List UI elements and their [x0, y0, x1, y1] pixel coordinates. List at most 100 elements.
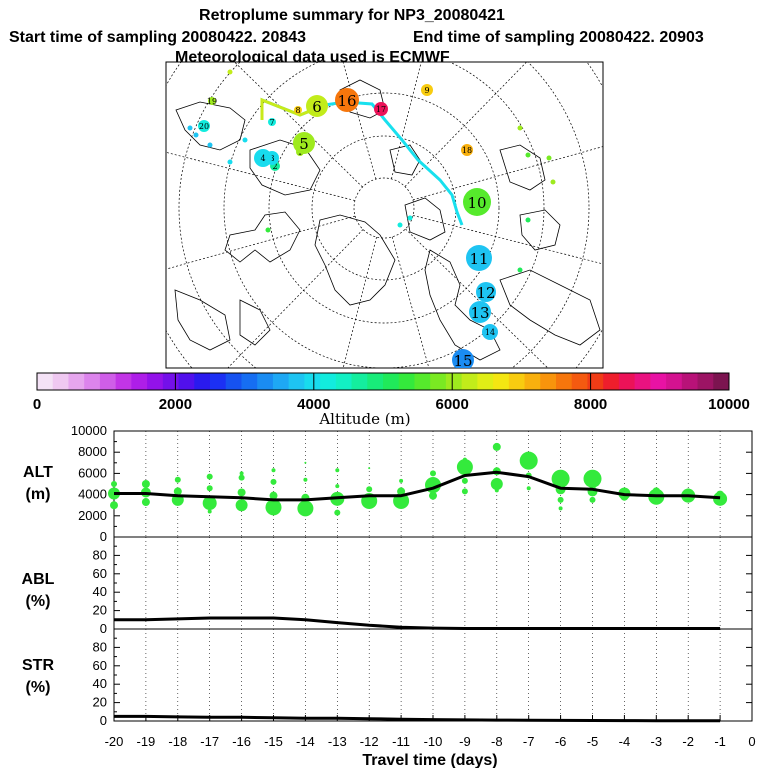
map-coastline	[239, 299, 271, 346]
altitude-cluster-point	[271, 468, 276, 473]
trajectory-day-marker	[198, 120, 210, 132]
colorbar-swatch	[493, 373, 510, 390]
abl-y-tick-label: 40	[93, 584, 107, 599]
colorbar-swatch	[84, 373, 101, 390]
end-time-label: End time of sampling 20080422. 20903	[413, 29, 704, 46]
colorbar-swatch	[162, 373, 180, 390]
colorbar-swatch	[335, 373, 353, 390]
altitude-cluster-point	[589, 496, 596, 503]
abl-panel: 80 60 40 20 0	[93, 536, 753, 636]
colorbar-tick-label: 6000	[436, 396, 469, 413]
abl-y-tick-label: 20	[93, 603, 107, 618]
altitude-cluster-point	[461, 477, 468, 484]
trajectory-day-label: 6	[312, 98, 322, 116]
alt-y-tick-label: 4000	[78, 487, 107, 502]
map-particle-dot	[525, 152, 531, 158]
altitude-cluster-point	[297, 500, 314, 517]
str-label: STR	[22, 657, 54, 674]
altitude-cluster-point	[207, 509, 212, 514]
map-frame	[165, 61, 604, 369]
x-tick-label: -11	[392, 734, 410, 749]
trajectory-day-label: 18	[462, 146, 472, 155]
map-meridian	[234, 62, 363, 188]
alt-unit-label: (m)	[26, 486, 51, 503]
colorbar-swatch	[68, 373, 85, 390]
x-tick-label: -8	[491, 734, 503, 749]
map-particle-dot	[546, 155, 552, 161]
altitude-cluster-point	[685, 488, 692, 495]
alt-y-tick-label: 8000	[78, 444, 107, 459]
altitude-cluster-point	[235, 499, 248, 512]
altitude-cluster-point	[399, 478, 404, 483]
colorbar-swatch	[367, 373, 384, 390]
x-tick-label: -20	[105, 734, 124, 749]
trajectory-day-marker	[294, 106, 302, 114]
colorbar-swatch	[178, 373, 195, 390]
altitude-cluster-point	[304, 461, 307, 464]
x-tick-label: -3	[651, 734, 663, 749]
altitude-cluster-point	[492, 442, 501, 451]
alt-series-line	[114, 470, 721, 502]
map-particle-dot	[227, 159, 233, 165]
trajectory-day-label: 14	[485, 328, 495, 337]
map-coastline	[224, 211, 301, 263]
colorbar-swatch	[414, 373, 431, 390]
altitude-cluster-point	[461, 488, 468, 495]
map-coastline	[249, 139, 321, 196]
trajectory-day-label: 10	[467, 194, 486, 212]
alt-y-tick-label: 0	[100, 529, 107, 544]
alt-panel: 10000 8000 6000 4000 2000 0	[71, 423, 753, 544]
map-particle-dot	[525, 217, 531, 223]
x-tick-label: 0	[748, 734, 755, 749]
abl-unit-label: (%)	[26, 593, 51, 610]
trajectory-day-marker	[293, 132, 315, 154]
abl-series-line	[114, 616, 721, 630]
colorbar-swatch	[320, 373, 337, 390]
x-tick-label: -19	[137, 734, 156, 749]
colorbar-swatch	[52, 373, 69, 390]
colorbar-tick-label: 10000	[708, 396, 750, 413]
x-tick-label: -2	[682, 734, 694, 749]
map-latitude-circle	[178, 62, 590, 368]
altitude-cluster-point	[519, 451, 538, 470]
colorbar-swatch	[272, 373, 290, 390]
map-latitude-circle	[268, 92, 500, 324]
altitude-cluster-point	[202, 496, 217, 511]
altitude-cluster-point	[141, 498, 150, 507]
altitude-cluster-point	[652, 487, 661, 496]
alt-y-tick-label: 2000	[78, 508, 107, 523]
colorbar-swatch	[288, 373, 305, 390]
altitude-cluster-point	[111, 481, 117, 487]
map-meridian	[166, 151, 356, 201]
colorbar-swatch	[618, 373, 636, 390]
colorbar-swatch	[587, 373, 604, 390]
str-y-tick-label: 60	[93, 658, 107, 673]
map-particle-dot	[242, 137, 248, 143]
altitude-cluster-point	[174, 476, 181, 483]
map-meridian	[227, 229, 364, 368]
altitude-cluster-point	[110, 501, 118, 510]
map-meridian	[166, 215, 356, 270]
colorbar-swatch	[147, 373, 164, 390]
map-coastline	[174, 289, 231, 351]
colorbar-swatch	[713, 373, 730, 390]
trajectory-map: 1234567891011121314151617181920	[165, 61, 604, 370]
altitude-colorbar: 0 2000 4000 6000 8000 10000	[33, 372, 750, 413]
colorbar-swatch	[99, 373, 117, 390]
colorbar-swatch	[131, 373, 148, 390]
altitude-cluster-point	[206, 485, 213, 492]
map-meridian	[412, 146, 603, 201]
map-latitude-circle	[223, 62, 545, 368]
trajectory-day-label: 5	[299, 135, 309, 153]
altitude-cluster-point	[397, 487, 406, 496]
x-tick-label: -9	[459, 734, 471, 749]
colorbar-swatch	[445, 373, 463, 390]
trajectory-day-label: 15	[453, 352, 472, 370]
main-title: Retroplume summary for NP3_20080421	[199, 7, 505, 24]
map-particle-dot	[227, 69, 233, 75]
colorbar-swatch	[556, 373, 573, 390]
altitude-cluster-point	[368, 467, 371, 470]
map-meridian	[404, 62, 528, 187]
colorbar-swatch	[697, 373, 714, 390]
map-particle-dot	[397, 222, 403, 228]
